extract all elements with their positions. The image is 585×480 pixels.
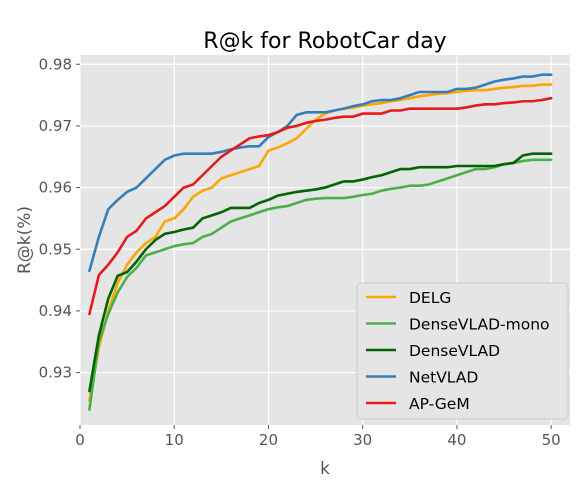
x-axis-label: k (320, 459, 330, 479)
legend-label-densevlad: DenseVLAD (409, 342, 500, 360)
series-line-ap-gem (88, 96, 553, 316)
x-tick-label: 30 (353, 431, 372, 449)
legend-label-netvlad: NetVLAD (409, 369, 478, 387)
axis-ticks: 0 10 20 30 40 50 0.93 0.94 0.95 0.96 0.97 0.98 (39, 55, 561, 449)
x-tick-label: 40 (447, 431, 466, 449)
series-line-densevlad (88, 152, 553, 393)
series-lines (88, 73, 553, 411)
chart-title: R@k for RobotCar day (203, 29, 446, 54)
y-tick-label: 0.93 (39, 364, 72, 382)
legend-label-delg: DELG (409, 289, 451, 307)
y-tick-label: 0.98 (39, 55, 72, 73)
y-tick-label: 0.94 (39, 302, 72, 320)
legend: DELG DenseVLAD-mono DenseVLAD NetVLAD AP-GeM (356, 282, 569, 420)
series-line-densevlad-mono (88, 158, 553, 411)
legend-box (356, 282, 569, 420)
x-tick-label: 0 (75, 431, 85, 449)
legend-label-densevlad-mono: DenseVLAD-mono (409, 316, 550, 334)
x-tick-label: 10 (165, 431, 184, 449)
x-tick-label: 50 (542, 431, 561, 449)
series-line-delg (88, 83, 553, 402)
series-line-netvlad (88, 73, 553, 273)
legend-label-ap-gem: AP-GeM (409, 395, 470, 413)
y-axis-label: R@k(%) (15, 206, 35, 274)
y-tick-label: 0.95 (39, 240, 72, 258)
x-tick-label: 20 (259, 431, 278, 449)
y-tick-label: 0.97 (39, 117, 72, 135)
y-tick-label: 0.96 (39, 179, 72, 197)
